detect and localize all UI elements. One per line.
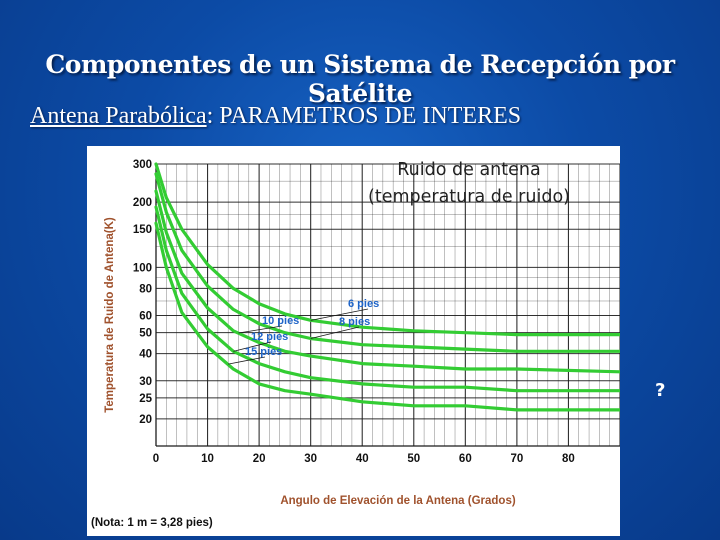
series-line (154, 162, 620, 337)
x-tick-label: 50 (407, 453, 420, 465)
y-tick-label: 80 (139, 283, 152, 295)
slide-title: Componentes de un Sistema de Recepción p… (45, 50, 675, 108)
chart-annotation-line: Ruido de antena (397, 160, 540, 180)
y-tick-label: 25 (139, 393, 152, 405)
y-tick-label: 40 (139, 349, 152, 361)
x-tick-label: 20 (253, 453, 266, 465)
series-label: 15 pies (245, 346, 282, 358)
slide-subtitle: Antena Parabólica: PARAMETROS DE INTERES (30, 103, 521, 130)
series-line (154, 205, 620, 393)
y-tick-label: 100 (133, 262, 152, 274)
y-tick-label: 50 (139, 328, 152, 340)
noise-temperature-chart: 20 25 30 40 50 60 80 100 150 200 300 0 10 20 30 40 50 60 7… (91, 159, 620, 529)
x-tick-label: 80 (562, 453, 575, 465)
series-leader-line (238, 325, 283, 334)
series-leader-line (228, 356, 266, 365)
y-tick-label: 150 (133, 224, 152, 236)
series-line (154, 189, 620, 374)
series-label: 10 pies (262, 315, 299, 327)
chart-annotation-line: (temperatura de ruido) (368, 187, 570, 207)
subtitle-topic: Antena Parabólica (30, 103, 207, 129)
y-axis-label: Temperatura de Ruido de Antena(K) (104, 217, 116, 413)
series-label: 12 pies (251, 331, 288, 343)
x-tick-label: 0 (153, 453, 159, 465)
y-tick-label: 20 (139, 414, 152, 426)
y-tick-label: 30 (139, 376, 152, 388)
series-label: 6 pies (348, 298, 379, 310)
series-label: 8 pies (339, 316, 370, 328)
series-leader-line (310, 326, 360, 339)
series-leader-line (233, 341, 272, 352)
x-tick-label: 60 (459, 453, 472, 465)
series-line (154, 221, 620, 412)
y-tick-label: 200 (133, 197, 152, 209)
x-tick-label: 70 (510, 453, 523, 465)
x-tick-label: 10 (201, 453, 214, 465)
x-tick-label: 30 (304, 453, 317, 465)
series-leader-line (310, 308, 369, 321)
unit-note: (Nota: 1 m = 3,28 pies) (91, 517, 213, 529)
y-tick-label: 300 (133, 159, 152, 171)
side-question-mark: ? (655, 380, 666, 401)
x-tick-label: 40 (356, 453, 369, 465)
subtitle-rest: : PARAMETROS DE INTERES (206, 103, 522, 129)
x-axis-label: Angulo de Elevación de la Antena (Grados… (280, 495, 516, 507)
chart-panel: 20 25 30 40 50 60 80 100 150 200 300 0 10 20 30 40 50 60 7… (87, 146, 620, 536)
y-tick-label: 60 (139, 311, 152, 323)
series-line (154, 172, 620, 353)
